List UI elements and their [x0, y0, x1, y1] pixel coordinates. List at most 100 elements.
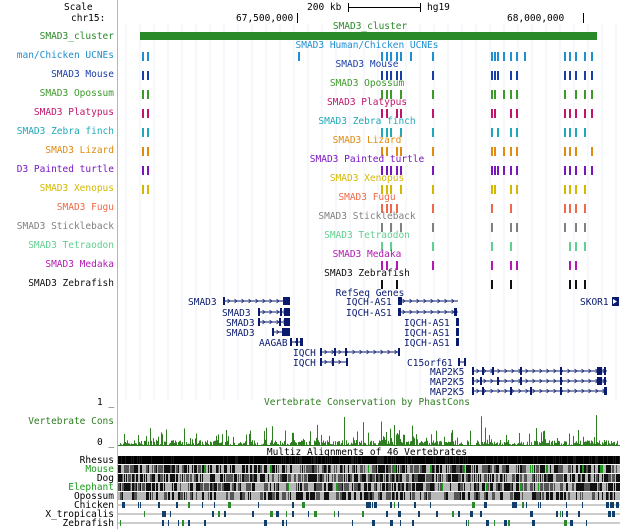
ucne-element[interactable] — [381, 185, 383, 194]
ucne-element[interactable] — [591, 71, 593, 80]
ucne-element[interactable] — [386, 204, 388, 213]
ucne-element[interactable] — [510, 71, 512, 80]
multiz-species-label[interactable]: Mouse — [85, 464, 114, 475]
ucne-element[interactable] — [569, 128, 571, 137]
gene-label-iqch-as1-5[interactable]: IQCH-AS1 — [404, 338, 450, 349]
gene-label-map2k5-2[interactable]: MAP2K5 — [430, 377, 465, 388]
ucne-element[interactable] — [516, 109, 518, 118]
multiz-species-label[interactable]: Opossum — [73, 491, 114, 502]
ucne-element[interactable] — [381, 261, 383, 270]
gene-model[interactable] — [472, 367, 607, 375]
ucne-element[interactable] — [381, 204, 383, 213]
ucne-element[interactable] — [386, 185, 388, 194]
ucne-element[interactable] — [386, 128, 388, 137]
ucne-element[interactable] — [491, 90, 493, 99]
ucne-element[interactable] — [584, 71, 586, 80]
ucne-element[interactable] — [400, 71, 402, 80]
ucne-element[interactable] — [516, 71, 518, 80]
gene-label-smad3-3[interactable]: SMAD3 — [226, 318, 255, 329]
ucne-element[interactable] — [584, 242, 586, 251]
ucne-element[interactable] — [516, 261, 518, 270]
ucne-element[interactable] — [381, 242, 383, 251]
ucne-element[interactable] — [390, 128, 392, 137]
ucne-element[interactable] — [516, 223, 518, 232]
gene-label-aagab[interactable]: AAGAB — [259, 338, 288, 349]
ucne-element[interactable] — [569, 204, 571, 213]
ucne-track-label[interactable]: D3 Painted turtle — [16, 164, 114, 175]
ucne-element[interactable] — [147, 71, 149, 80]
ucne-track-label[interactable]: SMAD3 Fugu — [56, 202, 114, 213]
ucne-element[interactable] — [510, 261, 512, 270]
ucne-element[interactable] — [575, 166, 577, 175]
ucne-track-label[interactable]: SMAD3 Platypus — [33, 107, 114, 118]
ucne-element[interactable] — [400, 147, 402, 156]
ucne-element[interactable] — [575, 52, 577, 61]
ucne-element[interactable] — [386, 71, 388, 80]
ucne-element[interactable] — [381, 280, 383, 289]
ucne-element[interactable] — [432, 261, 434, 270]
ucne-element[interactable] — [147, 166, 149, 175]
ucne-element[interactable] — [400, 128, 402, 137]
ucne-element[interactable] — [510, 109, 512, 118]
ucne-element[interactable] — [386, 147, 388, 156]
ucne-element[interactable] — [396, 166, 398, 175]
gene-model[interactable] — [472, 377, 607, 385]
ucne-element[interactable] — [591, 90, 593, 99]
ucne-element[interactable] — [381, 147, 383, 156]
gene-label-map2k5-3[interactable]: MAP2K5 — [430, 387, 465, 398]
ucne-element[interactable] — [564, 128, 566, 137]
ucne-element[interactable] — [569, 166, 571, 175]
ucne-track-label[interactable]: SMAD3 Zebrafish — [28, 278, 114, 289]
ucne-element[interactable] — [147, 128, 149, 137]
gene-label-c15orf61[interactable]: C15orf61 — [407, 358, 453, 369]
ucne-element[interactable] — [432, 52, 434, 61]
ucne-element[interactable] — [396, 147, 398, 156]
ucne-element[interactable] — [510, 90, 512, 99]
ucne-element[interactable] — [147, 90, 149, 99]
ucne-element[interactable] — [491, 185, 493, 194]
ucne-element[interactable] — [400, 109, 402, 118]
ucne-element[interactable] — [564, 71, 566, 80]
ucne-element[interactable] — [497, 128, 499, 137]
ucne-element[interactable] — [584, 109, 586, 118]
ucne-element[interactable] — [584, 90, 586, 99]
ucne-track-label[interactable]: SMAD3 Lizard — [45, 145, 114, 156]
ucne-element[interactable] — [494, 109, 496, 118]
ucne-track-label[interactable]: man/Chicken UCNEs — [16, 50, 114, 61]
gene-model[interactable] — [272, 328, 290, 336]
ucne-element[interactable] — [432, 147, 434, 156]
ucne-element[interactable] — [491, 204, 493, 213]
cluster-bar[interactable] — [140, 32, 597, 40]
ucne-element[interactable] — [390, 166, 392, 175]
ucne-element[interactable] — [298, 52, 300, 61]
ucne-element[interactable] — [491, 280, 493, 289]
ucne-element[interactable] — [400, 166, 402, 175]
gene-label-iqch-2[interactable]: IQCH — [293, 358, 316, 369]
ucne-element[interactable] — [584, 204, 586, 213]
gene-label-smad3-1[interactable]: SMAD3 — [188, 297, 217, 308]
ucne-element[interactable] — [432, 204, 434, 213]
ucne-element[interactable] — [564, 90, 566, 99]
ucne-element[interactable] — [569, 185, 571, 194]
ucne-element[interactable] — [575, 109, 577, 118]
ucne-element[interactable] — [516, 128, 518, 137]
ucne-element[interactable] — [503, 166, 505, 175]
ucne-element[interactable] — [142, 147, 144, 156]
ucne-element[interactable] — [564, 185, 566, 194]
ucne-element[interactable] — [400, 90, 402, 99]
ucne-element[interactable] — [142, 166, 144, 175]
ucne-element[interactable] — [516, 52, 518, 61]
ucne-element[interactable] — [569, 52, 571, 61]
ucne-element[interactable] — [386, 52, 388, 61]
ucne-element[interactable] — [491, 128, 493, 137]
ucne-element[interactable] — [591, 52, 593, 61]
ucne-element[interactable] — [494, 90, 496, 99]
ucne-element[interactable] — [575, 261, 577, 270]
ucne-element[interactable] — [510, 147, 512, 156]
ucne-element[interactable] — [142, 71, 144, 80]
ucne-element[interactable] — [569, 280, 571, 289]
ucne-element[interactable] — [396, 52, 398, 61]
ucne-element[interactable] — [396, 71, 398, 80]
ucne-element[interactable] — [432, 166, 434, 175]
ucne-element[interactable] — [564, 52, 566, 61]
